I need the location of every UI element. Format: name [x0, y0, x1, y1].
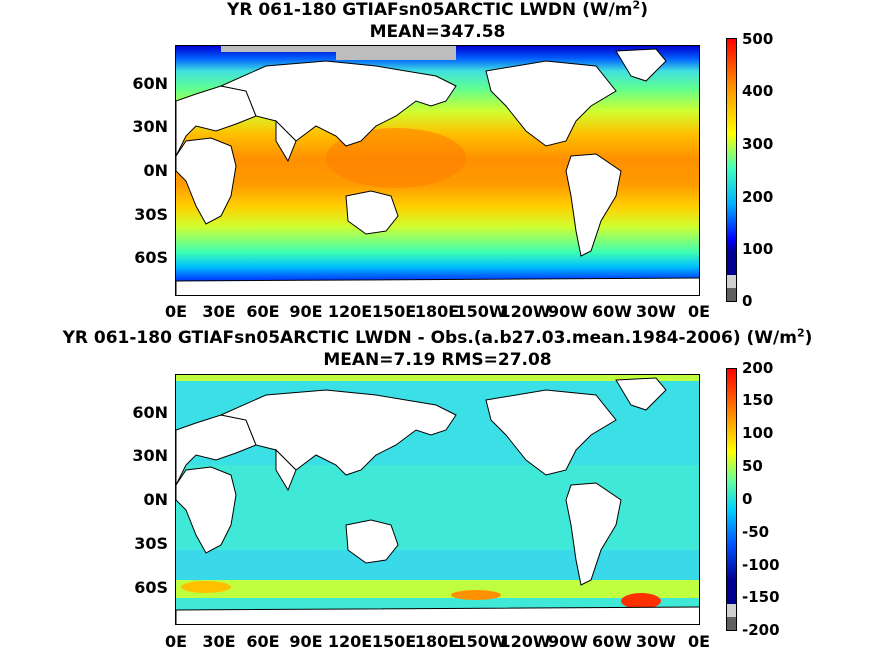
australia [345, 190, 399, 235]
antarctica [176, 606, 699, 624]
panel-1-colorbar [726, 38, 737, 302]
africa [176, 466, 237, 554]
panel-2-stats: MEAN=7.19 RMS=27.08 [323, 350, 552, 370]
colorbar-tick: 0 [742, 490, 753, 508]
lon-label: 150E [371, 302, 417, 321]
greenland [615, 48, 667, 82]
lat-label: 60S [134, 248, 168, 267]
colorbar-tick: 150 [742, 391, 774, 409]
panel-1-mean: MEAN=347.58 [369, 22, 506, 42]
colorbar-tick: 0 [742, 292, 753, 310]
lon-label: 180E [414, 302, 460, 321]
lon-label: 90E [289, 302, 323, 321]
lon-label: 120W [499, 632, 551, 651]
missing-arctic-2 [336, 46, 456, 60]
panel-1-title: YR 061-180 GTIAFsn05ARCTIC LWDN (W/m2) [227, 0, 648, 20]
arctic-band [176, 375, 699, 381]
lat-label: 0N [143, 490, 168, 509]
africa [176, 137, 237, 225]
lon-label: 60W [592, 632, 632, 651]
lon-label: 0E [164, 302, 188, 321]
lon-label: 120E [327, 632, 373, 651]
colorbar-tick: -100 [742, 556, 780, 574]
colorbar-tick: 300 [742, 135, 774, 153]
europe [176, 85, 257, 157]
panel-1-map [175, 45, 700, 296]
lon-label: 60E [246, 632, 280, 651]
colorbar-gradient [727, 369, 736, 604]
lon-label: 0E [164, 632, 188, 651]
colorbar-tick: 200 [742, 188, 774, 206]
lon-label: 90E [289, 632, 323, 651]
india [275, 119, 297, 163]
colorbar-land [727, 617, 736, 630]
colorbar-missing [727, 275, 736, 288]
antarctica [176, 277, 699, 295]
colorbar-tick: -150 [742, 588, 780, 606]
lon-label: 30W [636, 302, 676, 321]
colorbar-tick: 50 [742, 457, 763, 475]
lon-label: 60E [246, 302, 280, 321]
ocean-south-band [176, 550, 699, 580]
colorbar-missing [727, 604, 736, 617]
lat-label: 60S [134, 578, 168, 597]
colorbar-tick: -200 [742, 621, 780, 639]
panel-2-colorbar-svg [727, 369, 736, 630]
land-masses [176, 377, 699, 624]
hotspot [451, 590, 501, 600]
lon-label: 120W [499, 302, 551, 321]
colorbar-tick: 400 [742, 82, 774, 100]
lon-label: 180E [414, 632, 460, 651]
lat-label: 60N [132, 403, 168, 422]
missing-arctic [221, 46, 431, 52]
north-america [485, 389, 617, 476]
lon-label: 0E [687, 632, 711, 651]
colorbar-tick: 200 [742, 359, 774, 377]
south-america [565, 153, 622, 257]
lon-label: 60W [592, 302, 632, 321]
colorbar-tick: 100 [742, 424, 774, 442]
lon-label: 150E [371, 632, 417, 651]
lon-label: 30E [202, 632, 236, 651]
lat-label: 30N [132, 117, 168, 136]
hotspot [181, 581, 231, 593]
lat-label: 30S [134, 534, 168, 553]
warm-pool [326, 128, 466, 188]
colorbar-tick: -50 [742, 523, 770, 541]
colorbar-tick: 500 [742, 30, 774, 48]
north-america [485, 60, 617, 147]
lat-label: 30S [134, 205, 168, 224]
lon-label: 90W [548, 302, 588, 321]
panel-1-map-svg [176, 46, 699, 295]
lon-label: 0E [687, 302, 711, 321]
south-america [565, 482, 622, 586]
australia [345, 519, 399, 564]
lat-label: 30N [132, 446, 168, 465]
lat-label: 60N [132, 74, 168, 93]
panel-2-colorbar [726, 368, 737, 631]
colorbar-gradient [727, 39, 736, 275]
panel-1-colorbar-svg [727, 39, 736, 301]
colorbar-land [727, 288, 736, 301]
lon-label: 30W [636, 632, 676, 651]
panel-2-title: YR 061-180 GTIAFsn05ARCTIC LWDN - Obs.(a… [62, 326, 813, 348]
lon-label: 120E [327, 302, 373, 321]
lon-label: 90W [548, 632, 588, 651]
hotspot [621, 593, 661, 609]
lon-label: 150W [455, 632, 507, 651]
greenland [615, 377, 667, 411]
colorbar-tick: 100 [742, 240, 774, 258]
lon-label: 150W [455, 302, 507, 321]
land-masses [176, 48, 699, 295]
lat-label: 0N [143, 161, 168, 180]
india [275, 448, 297, 492]
lon-label: 30E [202, 302, 236, 321]
europe [176, 414, 257, 486]
panel-2-map-svg [176, 375, 699, 624]
southern-ocean-band [176, 580, 699, 598]
panel-2-map [175, 374, 700, 625]
